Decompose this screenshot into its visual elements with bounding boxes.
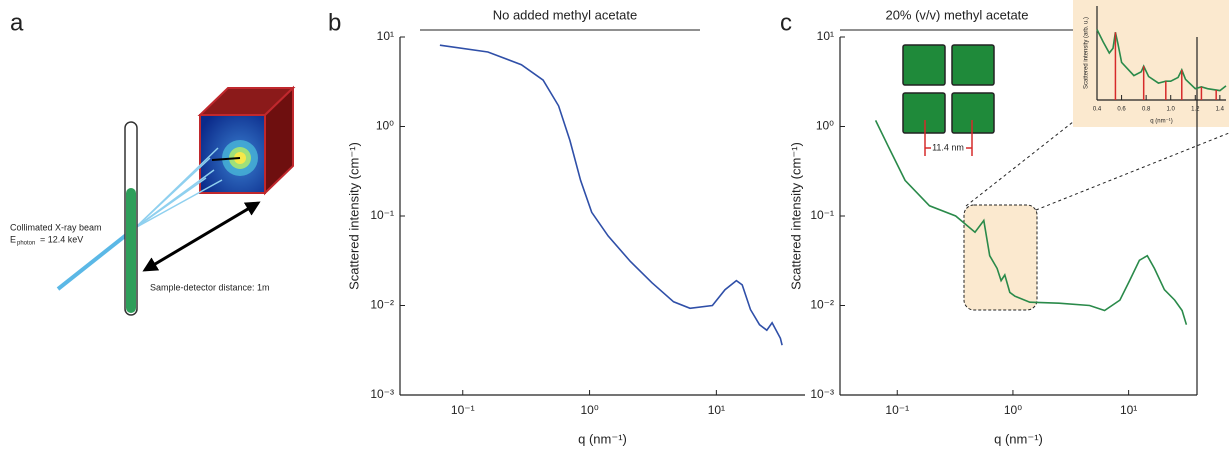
distance-arrow bbox=[142, 201, 261, 272]
spacing-label: 11.4 nm bbox=[932, 142, 964, 152]
y-tick-label: 10⁻³ bbox=[810, 387, 834, 401]
micelle-lattice bbox=[902, 44, 995, 134]
y-axis-label: Scattered intensity (cm⁻¹) bbox=[788, 142, 803, 290]
x-tick-label: 1.2 bbox=[1191, 107, 1200, 113]
y-axis-label: Scattered intensity (arb. u.) bbox=[1084, 17, 1090, 89]
x-tick-label: 10⁰ bbox=[580, 403, 598, 417]
panel-label: c bbox=[780, 9, 792, 36]
energy-subscript: photon bbox=[17, 241, 35, 247]
y-tick-label: 10⁰ bbox=[376, 119, 394, 133]
x-tick-label: 10⁻¹ bbox=[885, 403, 909, 417]
energy-value: = 12.4 keV bbox=[40, 234, 83, 244]
x-tick-label: 1.0 bbox=[1167, 107, 1176, 113]
x-tick-label: 10⁰ bbox=[1004, 403, 1022, 417]
ray bbox=[134, 177, 207, 229]
x-axis-label: q (nm⁻¹) bbox=[1150, 119, 1173, 125]
x-tick-label: 10¹ bbox=[1120, 403, 1137, 417]
micelle bbox=[951, 92, 995, 134]
inset-background bbox=[1073, 0, 1229, 127]
y-tick-label: 10¹ bbox=[377, 29, 394, 43]
y-tick-label: 10¹ bbox=[817, 29, 834, 43]
micelle bbox=[902, 92, 946, 134]
micelle bbox=[902, 44, 946, 86]
y-tick-label: 10⁻³ bbox=[370, 387, 394, 401]
x-axis-label: q (nm⁻¹) bbox=[578, 431, 627, 446]
panel-label: b bbox=[328, 9, 341, 36]
x-tick-label: 10⁻¹ bbox=[451, 403, 475, 417]
x-ray-beam bbox=[56, 226, 137, 291]
energy-symbol: E bbox=[10, 234, 16, 244]
sample-liquid bbox=[126, 188, 136, 313]
x-tick-label: 0.8 bbox=[1142, 107, 1151, 113]
data-line bbox=[874, 120, 1188, 325]
distance-label: Sample-detector distance: 1m bbox=[150, 282, 270, 292]
scattered-rays bbox=[134, 147, 223, 229]
data-line bbox=[1096, 29, 1227, 92]
data-line bbox=[439, 44, 783, 346]
x-tick-label: 10¹ bbox=[708, 403, 725, 417]
y-axis-label: Scattered intensity (cm⁻¹) bbox=[346, 142, 361, 290]
y-tick-label: 10⁰ bbox=[816, 119, 834, 133]
x-tick-label: 0.4 bbox=[1093, 107, 1102, 113]
micelle bbox=[951, 44, 995, 86]
zoom-region bbox=[963, 204, 1038, 311]
y-tick-label: 10⁻² bbox=[810, 298, 834, 312]
y-tick-label: 10⁻¹ bbox=[370, 208, 394, 222]
chart-title: No added methyl acetate bbox=[493, 7, 638, 22]
beam-stop bbox=[211, 157, 241, 161]
chart-title: 20% (v/v) methyl acetate bbox=[885, 7, 1028, 22]
x-axis-label: q (nm⁻¹) bbox=[994, 431, 1043, 446]
x-tick-label: 1.4 bbox=[1216, 107, 1225, 113]
beam-label: Collimated X-ray beam bbox=[10, 222, 102, 232]
x-tick-label: 0.6 bbox=[1117, 107, 1126, 113]
panel-label: a bbox=[10, 9, 24, 36]
y-tick-label: 10⁻² bbox=[370, 298, 394, 312]
zoom-connector bbox=[1035, 132, 1229, 211]
spacing-label-bg bbox=[931, 142, 966, 154]
y-tick-label: 10⁻¹ bbox=[810, 208, 834, 222]
